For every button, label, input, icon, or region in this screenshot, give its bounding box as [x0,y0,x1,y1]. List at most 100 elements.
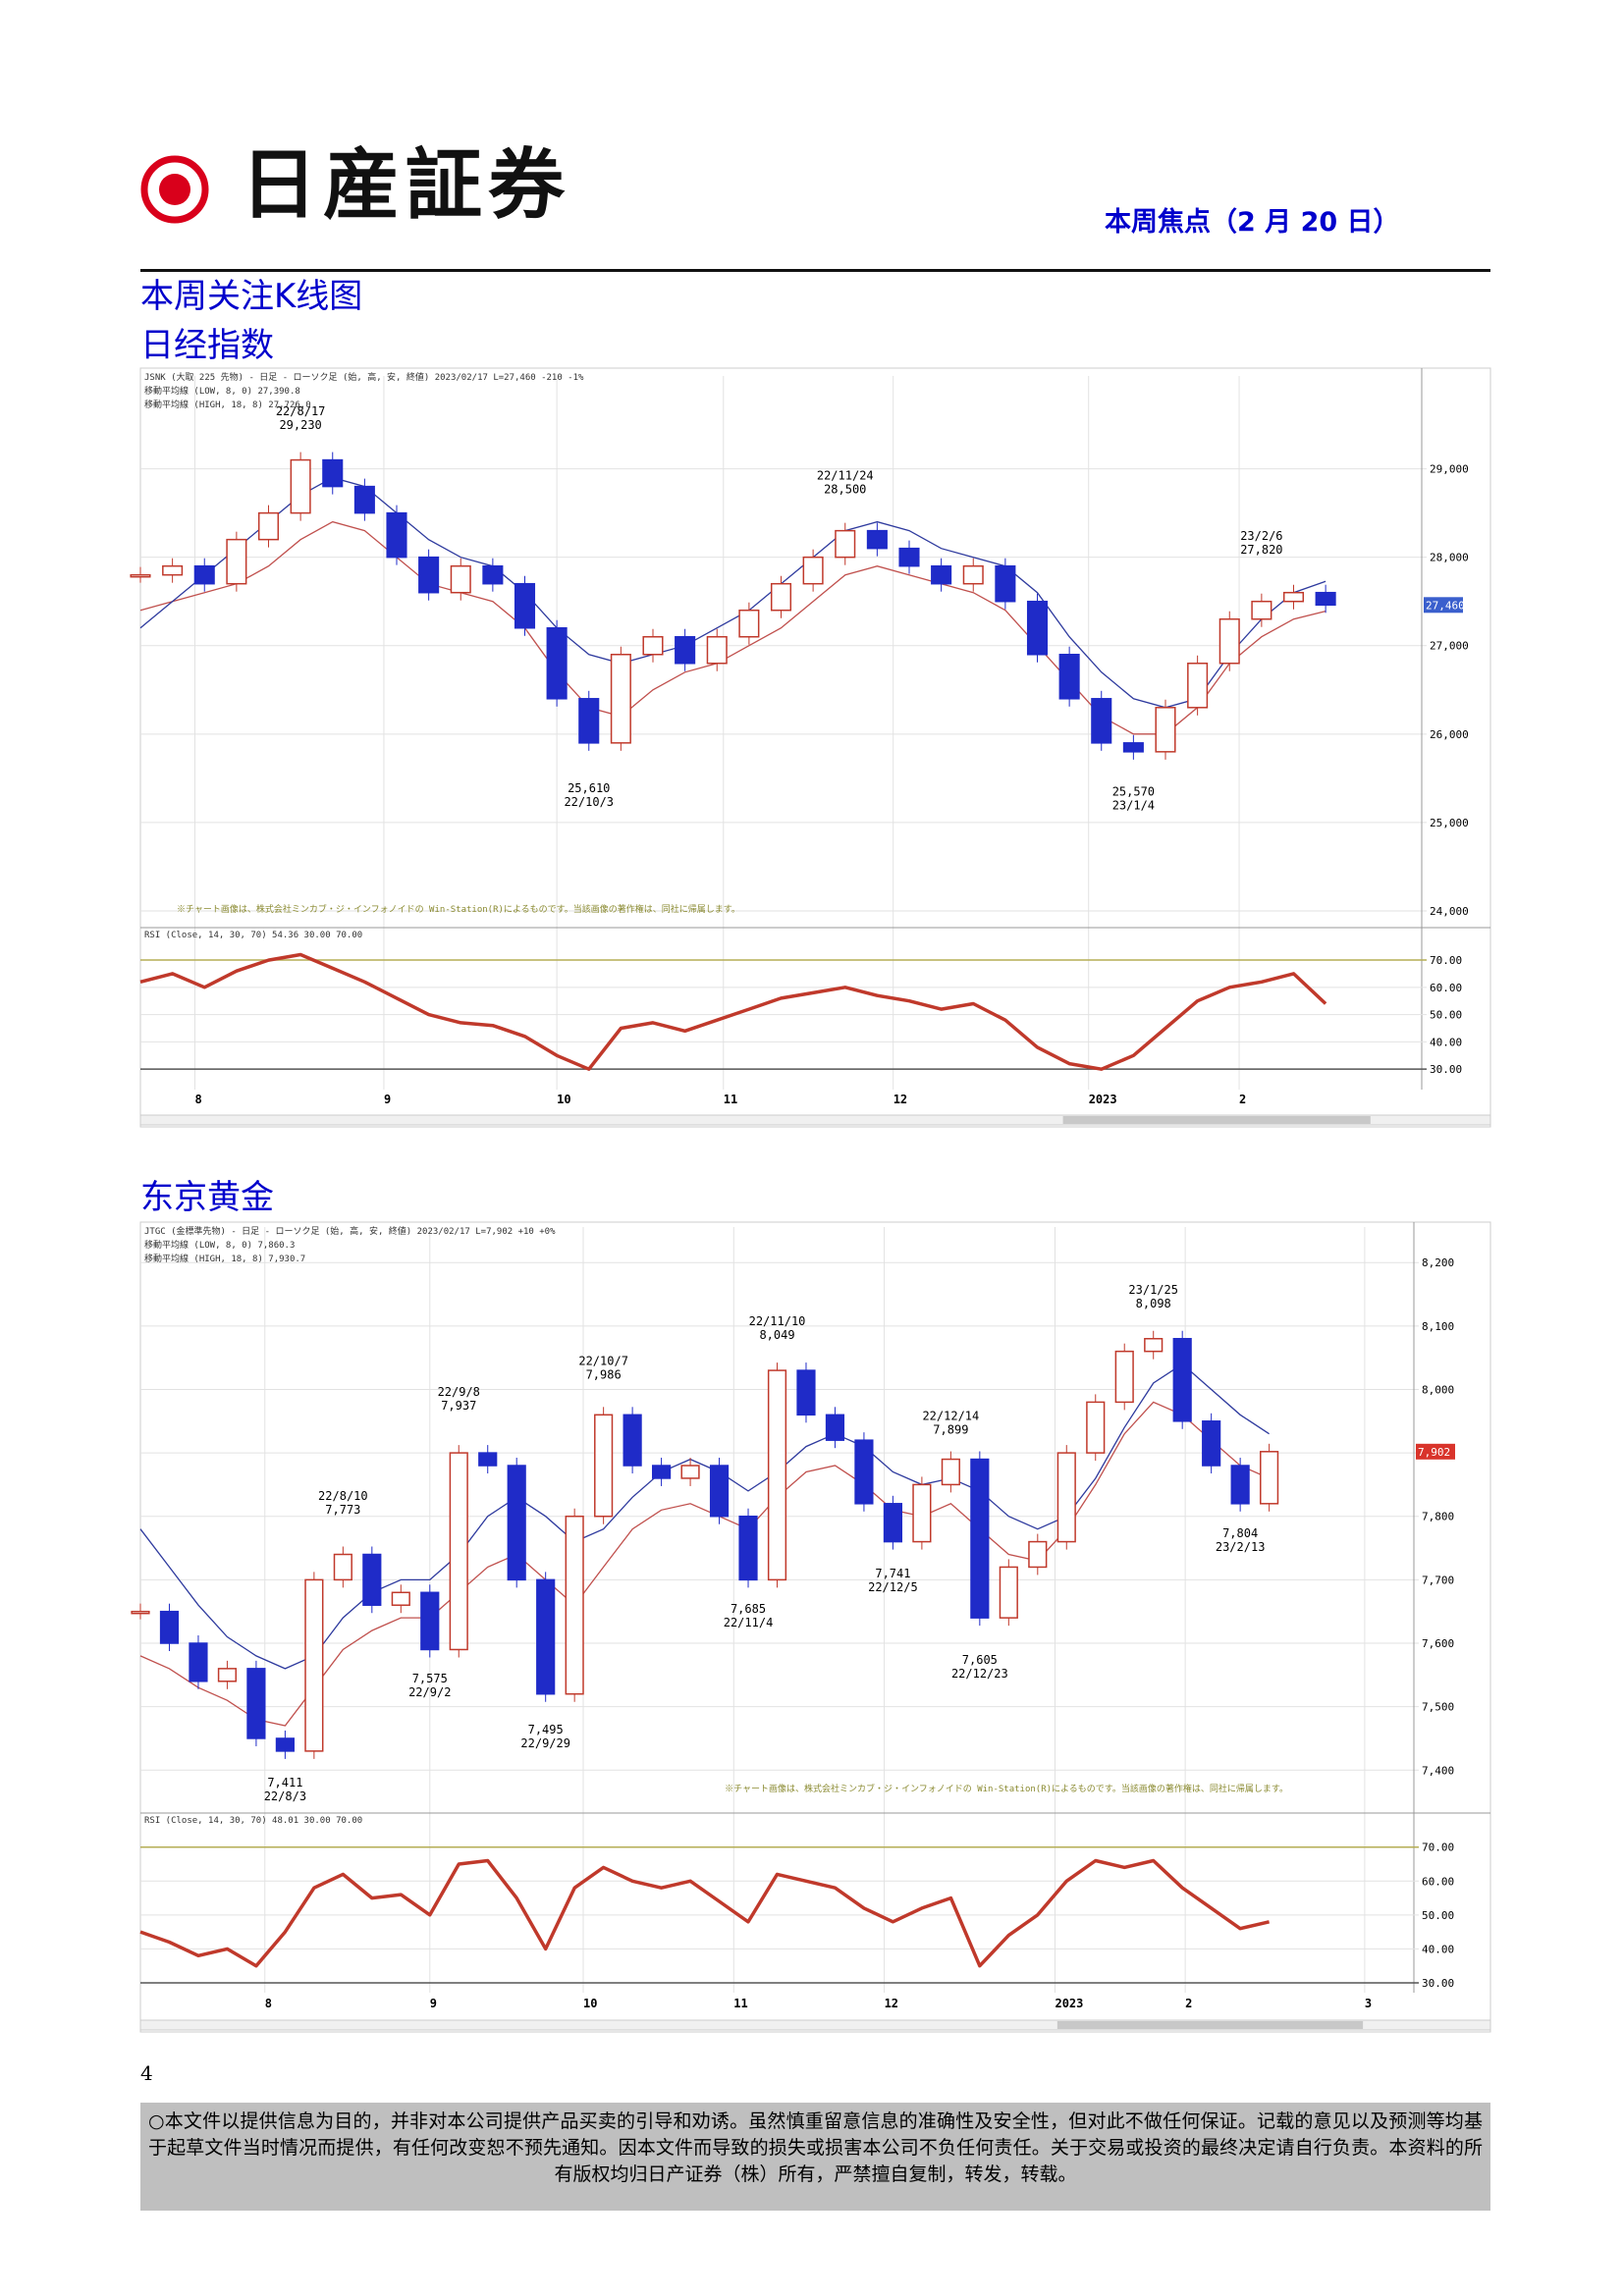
annotation-price: 7,685 [731,1602,766,1616]
candle [962,564,984,585]
candle [257,511,280,541]
candle [898,547,920,567]
candle [290,458,311,514]
y-tick-label: 40.00 [1430,1036,1462,1048]
chart-header: JSNK (大取 225 先物) - 日足 - ローソク足 (始, 高, 安, … [144,371,584,383]
candle [883,1503,903,1543]
annotation-price: 7,804 [1222,1526,1258,1540]
candle [391,1591,410,1606]
x-tick-label: 2023 [1089,1093,1117,1106]
candle [610,654,631,744]
annotation-date: 22/12/14 [922,1410,979,1423]
y-tick-label: 24,000 [1430,905,1469,918]
candle [1282,591,1305,603]
annotation-date: 23/1/25 [1128,1283,1178,1297]
candle [1028,1540,1048,1569]
annotation-date: 23/1/4 [1112,799,1155,813]
candle [1091,698,1112,744]
annotation-price: 28,500 [824,483,866,497]
y-tick-label: 7,700 [1422,1574,1454,1586]
x-tick-label: 2023 [1055,1997,1083,2010]
y-tick-label: 60.00 [1422,1875,1454,1888]
scroll-thumb [1062,1116,1371,1124]
y-tick-label: 27,000 [1430,640,1469,653]
annotation-price: 25,610 [568,781,610,795]
candle [507,1465,526,1581]
candle [675,635,696,665]
candle [706,635,728,665]
candle [767,1369,787,1581]
candle [159,1610,180,1644]
annotation-date: 22/8/10 [318,1489,368,1503]
candle [536,1578,556,1695]
candle [738,609,760,638]
candle [825,1414,845,1441]
annotation-date: 22/11/10 [749,1314,806,1328]
annotation-date: 22/11/4 [724,1616,774,1629]
candle [418,556,440,594]
annotation-date: 22/9/8 [438,1385,480,1399]
candle [995,564,1016,603]
annotation-date: 22/8/3 [264,1789,306,1803]
chart-title: 东京黄金 [140,1178,274,1217]
candle [1058,654,1080,700]
candle [514,582,536,629]
candle [362,1553,382,1606]
x-tick-label: 3 [1365,1997,1372,2010]
candle [217,1668,238,1682]
last-price-label: 7,902 [1418,1446,1450,1459]
y-tick-label: 70.00 [1430,954,1462,967]
rsi-line [139,1858,1270,1968]
y-tick-label: 70.00 [1422,1842,1454,1854]
candle [1144,1338,1164,1353]
y-tick-label: 8,000 [1422,1383,1454,1396]
candle [450,564,471,594]
candle [770,582,792,612]
rsi-header: RSI (Close, 14, 30, 70) 48.01 30.00 70.0… [144,1816,362,1826]
x-tick-label: 9 [384,1093,391,1106]
x-tick-label: 10 [583,1997,597,2010]
candle [353,485,375,514]
disclaimer: ○本文件以提供信息为目的，并非对本公司提供产品买卖的引导和劝诱。虽然慎重留意信息… [140,2103,1490,2211]
candle [131,1610,150,1615]
annotation-price: 8,049 [759,1328,794,1342]
x-tick-label: 9 [430,1997,437,2010]
header-rule [140,269,1490,272]
y-tick-label: 30.00 [1430,1063,1462,1076]
candle [1260,1451,1279,1505]
annotation-price: 7,937 [441,1399,476,1413]
rsi-header: RSI (Close, 14, 30, 70) 54.36 30.00 70.0… [144,931,362,940]
candle [941,1458,960,1486]
candle [709,1465,730,1518]
x-tick-label: 10 [557,1093,570,1106]
annotation-date: 22/12/23 [951,1667,1008,1681]
annotation-date: 22/11/24 [817,469,874,483]
annotation-price: 7,495 [528,1723,564,1736]
chart-note: ※チャート画像は、株式会社ミンカブ・ジ・インフォノイドの Win-Station… [177,903,740,915]
annotation-date: 22/9/2 [408,1685,451,1699]
candle [594,1414,614,1518]
candle [912,1483,932,1543]
candle [1086,1401,1106,1454]
x-tick-label: 11 [724,1093,737,1106]
logo-mark [140,155,209,224]
candle [1056,1452,1076,1543]
candle [546,626,568,700]
y-tick-label: 28,000 [1430,552,1469,564]
annotation-price: 25,570 [1112,785,1155,799]
ma-line [139,520,1326,735]
candle [1172,1338,1192,1422]
candle [565,1515,584,1695]
x-tick-label: 8 [265,1997,272,2010]
brand: 日産証券 [241,140,571,230]
chart-header: 移動平均線 (LOW, 8, 0) 27,390.8 [144,385,300,397]
candle [623,1414,642,1467]
candle [931,564,952,585]
candle [333,1553,352,1581]
candle [189,1642,208,1682]
candle [1187,663,1209,709]
candle [162,564,184,576]
annotation-date: 22/8/17 [276,404,326,418]
candle [482,564,504,585]
